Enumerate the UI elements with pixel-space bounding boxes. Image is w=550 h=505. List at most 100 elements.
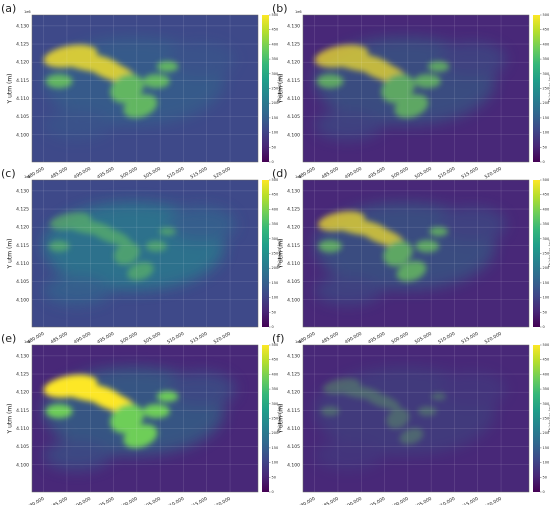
colorbar-tick-label: 50 (272, 145, 276, 149)
colorbar-tick-label: 100 (272, 131, 279, 135)
colorbar-tick-label: 450 (272, 358, 279, 362)
x-tick-label: 505.000 (143, 166, 162, 181)
colorbar-tick-label: 300 (543, 402, 550, 406)
x-tick-label: 505.000 (414, 331, 433, 346)
y-tick-label: 4.115 (16, 243, 29, 249)
colorbar (262, 15, 269, 162)
y-tick-label: 4.125 (287, 42, 300, 48)
y-tick-label: 4.130 (16, 188, 29, 194)
x-tick-label: 510.000 (437, 331, 456, 346)
colorbar-tick-label: 500 (272, 343, 279, 347)
colorbar-tick-label: 150 (272, 281, 279, 285)
y-offset-label: 1e6 (295, 340, 302, 344)
colorbar (262, 345, 269, 492)
colorbar-tick-label: 50 (272, 310, 276, 314)
colorbar-tick-label: 100 (543, 461, 550, 465)
colorbar-tick-label: 300 (543, 72, 550, 76)
colorbar-tick-label: 50 (272, 475, 276, 479)
x-tick-label: 500.000 (119, 166, 138, 181)
texture (45, 74, 73, 89)
texture (91, 226, 131, 246)
colorbar-tick-label: 200 (272, 101, 279, 105)
heatmap (303, 345, 529, 492)
colorbar-label: Thickness (m) (548, 239, 550, 268)
y-tick-label: 4.130 (287, 23, 300, 29)
colorbar-tick-label: 300 (543, 237, 550, 241)
colorbar-tick-label: 200 (543, 266, 550, 270)
colorbar-tick-label: 350 (272, 222, 279, 226)
x-tick-label: 490.000 (344, 496, 363, 505)
x-tick-label: 520.000 (484, 496, 503, 505)
x-tick-label: 480.000 (297, 496, 316, 505)
y-tick-label: 4.110 (287, 426, 300, 432)
heatmap (303, 180, 529, 327)
y-tick-label: 4.125 (287, 207, 300, 213)
texture (431, 392, 447, 401)
y-tick-label: 4.100 (16, 462, 29, 468)
colorbar-tick-label: 400 (543, 207, 550, 211)
y-tick-label: 4.120 (16, 60, 29, 66)
x-tick-label: 505.000 (143, 331, 162, 346)
x-tick-label: 485.000 (321, 331, 340, 346)
y-tick-label: 4.120 (16, 390, 29, 396)
texture (364, 392, 401, 410)
texture (48, 240, 70, 252)
x-tick-label: 485.000 (50, 331, 69, 346)
x-tick-label: 500.000 (390, 331, 409, 346)
x-tick-label: 520.000 (484, 331, 503, 346)
colorbar-tick-label: 450 (543, 28, 550, 32)
x-tick-label: 495.000 (367, 496, 386, 505)
colorbar-tick-label: 200 (543, 101, 550, 105)
texture (156, 391, 179, 402)
texture (415, 239, 440, 253)
texture (318, 239, 342, 253)
x-tick-label: 500.000 (119, 496, 138, 505)
texture (145, 240, 167, 252)
texture (167, 206, 236, 242)
heatmap (32, 15, 258, 162)
y-tick-label: 4.110 (287, 261, 300, 267)
texture (429, 226, 449, 237)
x-tick-label: 500.000 (390, 166, 409, 181)
colorbar-tick-label: 200 (272, 431, 279, 435)
panel-label: (a) (1, 2, 16, 15)
plot-frame (31, 344, 259, 493)
y-tick-label: 4.105 (287, 444, 300, 450)
heatmap-hot (317, 211, 449, 282)
colorbar-label: Thickness (m) (548, 74, 550, 103)
y-tick-label: 4.115 (16, 408, 29, 414)
heatmap (32, 345, 258, 492)
y-tick-label: 4.100 (16, 297, 29, 303)
texture (438, 41, 507, 77)
x-tick-label: 485.000 (321, 496, 340, 505)
x-tick-label: 515.000 (460, 166, 479, 181)
heatmap-hot (314, 44, 450, 118)
y-tick-label: 4.125 (16, 42, 29, 48)
colorbar-tick-label: 100 (543, 296, 550, 300)
x-tick-label: 490.000 (73, 166, 92, 181)
texture (113, 242, 140, 265)
colorbar-tick-label: 250 (543, 252, 550, 256)
y-axis-label: Y utm (m) (278, 238, 285, 269)
colorbar-tick-label: 350 (543, 57, 550, 61)
colorbar-label: Thickness (m) (277, 404, 282, 433)
x-tick-label: 520.000 (213, 331, 232, 346)
colorbar-tick-label: 150 (272, 446, 279, 450)
colorbar-tick-label: 0 (272, 490, 274, 494)
y-axis-label: Y utm (m) (7, 73, 14, 104)
colorbar-tick-label: 50 (543, 475, 547, 479)
x-tick-label: 495.000 (96, 331, 115, 346)
colorbar-tick-label: 50 (543, 145, 547, 149)
heatmap-hot (320, 378, 447, 445)
texture (43, 110, 112, 140)
y-tick-label: 4.110 (16, 261, 29, 267)
y-offset-label: 1e6 (295, 10, 302, 14)
panel-label: (c) (1, 167, 16, 180)
colorbar-tick-label: 0 (543, 490, 545, 494)
texture (438, 206, 507, 242)
colorbar-tick-label: 450 (543, 193, 550, 197)
colorbar-tick-label: 350 (272, 57, 279, 61)
y-tick-label: 4.100 (287, 462, 300, 468)
plot-frame (302, 344, 530, 493)
texture (413, 74, 441, 89)
